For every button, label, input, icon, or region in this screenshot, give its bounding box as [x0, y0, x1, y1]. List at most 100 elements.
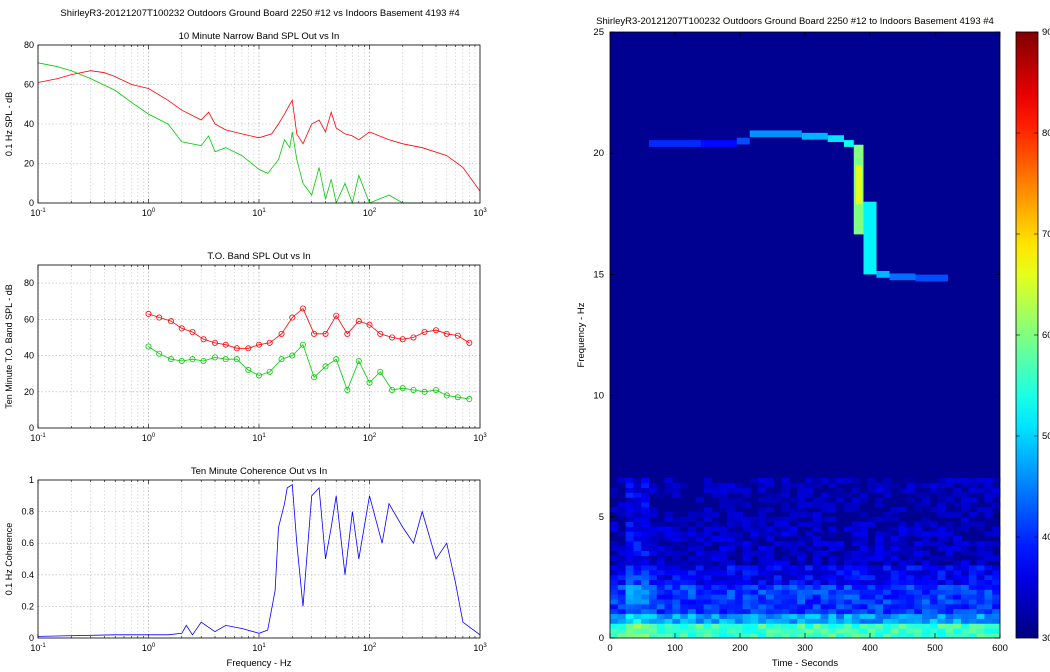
heatmap-cell [992, 574, 1001, 581]
heatmap-cell [680, 574, 689, 581]
heatmap-cell [719, 594, 728, 600]
heatmap-cell [859, 526, 868, 532]
heatmap-cell [703, 565, 712, 571]
heatmap-cell [797, 608, 806, 615]
heatmap-cell [890, 618, 899, 624]
heatmap-cell [992, 579, 1001, 585]
heatmap-cell [883, 516, 892, 522]
heatmap-cell [617, 599, 626, 605]
x-tick-label: 102 [363, 643, 377, 653]
heatmap-cell [953, 526, 962, 532]
heatmap-cell [789, 589, 798, 595]
heatmap-cell [914, 555, 923, 561]
heatmap-cell [883, 565, 892, 571]
heatmap-cell [758, 497, 767, 503]
heatmap-cell [875, 536, 884, 542]
heatmap-cell [820, 584, 829, 590]
heatmap-cell [703, 604, 712, 610]
heatmap-cell [734, 618, 743, 624]
heatmap-cell [781, 599, 790, 605]
heatmap-cell [805, 478, 814, 484]
heatmap-cell [688, 604, 697, 610]
heatmap-cell [859, 623, 868, 629]
y-axis-label: Ten Minute T.O. Band SPL - dB [4, 284, 14, 409]
heatmap-cell [812, 560, 821, 566]
heatmap-cell [859, 511, 868, 518]
heatmap-cell [695, 555, 704, 561]
heatmap-cell [641, 526, 650, 532]
heatmap-cell [773, 599, 782, 605]
heatmap-cell [727, 550, 736, 556]
heatmap-cell [937, 541, 946, 547]
heatmap-cell [703, 608, 712, 615]
heatmap-cell [883, 618, 892, 624]
series-point [178, 325, 185, 332]
heatmap-cell [805, 492, 814, 498]
heatmap-cell [953, 589, 962, 595]
heatmap-cell [750, 521, 759, 527]
heatmap-cell [898, 560, 907, 566]
heatmap-cell [820, 497, 829, 503]
heatmap-cell [625, 565, 634, 571]
heatmap-cell [711, 487, 720, 493]
heatmap-cell [610, 492, 619, 498]
heatmap-cell [968, 628, 977, 634]
heatmap-cell [649, 570, 658, 576]
heatmap-cell [625, 511, 634, 518]
heatmap-cell [890, 545, 899, 552]
heatmap-cell [633, 541, 642, 547]
heatmap-cell [867, 589, 876, 595]
heatmap-cell [625, 613, 634, 619]
heatmap-cell [680, 604, 689, 610]
heatmap-cell [875, 497, 884, 503]
heatmap-cell [703, 541, 712, 547]
x-tick-label: 400 [862, 643, 878, 654]
heatmap-cell [859, 633, 868, 639]
heatmap-cell [890, 599, 899, 605]
heatmap-cell [820, 570, 829, 576]
series-point [333, 312, 340, 319]
heatmap-cell [695, 628, 704, 634]
heatmap-cell [641, 565, 650, 571]
heatmap-cell [766, 608, 775, 615]
heatmap-cell [719, 507, 728, 513]
heatmap-cell [812, 478, 821, 484]
heatmap-cell [734, 589, 743, 595]
heatmap-cell [766, 478, 775, 484]
heatmap-cell [929, 487, 938, 493]
x-tick-label: 300 [797, 643, 813, 654]
heatmap-cell [610, 613, 619, 619]
heatmap-cell [672, 613, 681, 619]
heatmap-cell [914, 608, 923, 615]
heatmap-cell [805, 594, 814, 600]
heatmap-cell [672, 550, 681, 556]
heatmap-cell [883, 608, 892, 615]
heatmap-cell [890, 584, 899, 590]
heatmap-cell [727, 623, 736, 629]
heatmap-cell [859, 555, 868, 561]
heatmap-cell [610, 579, 619, 585]
heatmap-cell [875, 623, 884, 629]
heatmap-cell [773, 613, 782, 619]
heatmap-cell [875, 604, 884, 610]
heatmap-cell [664, 478, 673, 484]
heatmap-cell [968, 579, 977, 585]
heatmap-cell [914, 531, 923, 537]
heatmap-cell [641, 521, 650, 527]
heatmap-cell [641, 502, 650, 508]
heatmap-cell [656, 545, 665, 552]
heatmap-cell [672, 531, 681, 537]
heatmap-cell [641, 545, 650, 552]
tone-track-segment [701, 140, 737, 147]
heatmap-cell [633, 531, 642, 537]
heatmap-cell [828, 502, 837, 508]
heatmap-cell [742, 618, 751, 624]
heatmap-cell [922, 613, 931, 619]
series-point [366, 321, 373, 328]
series-point [410, 334, 417, 341]
colorbar-tick-label: 60 [1042, 330, 1050, 341]
series-point [311, 374, 318, 381]
heatmap-cell [781, 487, 790, 493]
heatmap-cell [867, 584, 876, 590]
y-tick-label: 20 [24, 387, 34, 397]
